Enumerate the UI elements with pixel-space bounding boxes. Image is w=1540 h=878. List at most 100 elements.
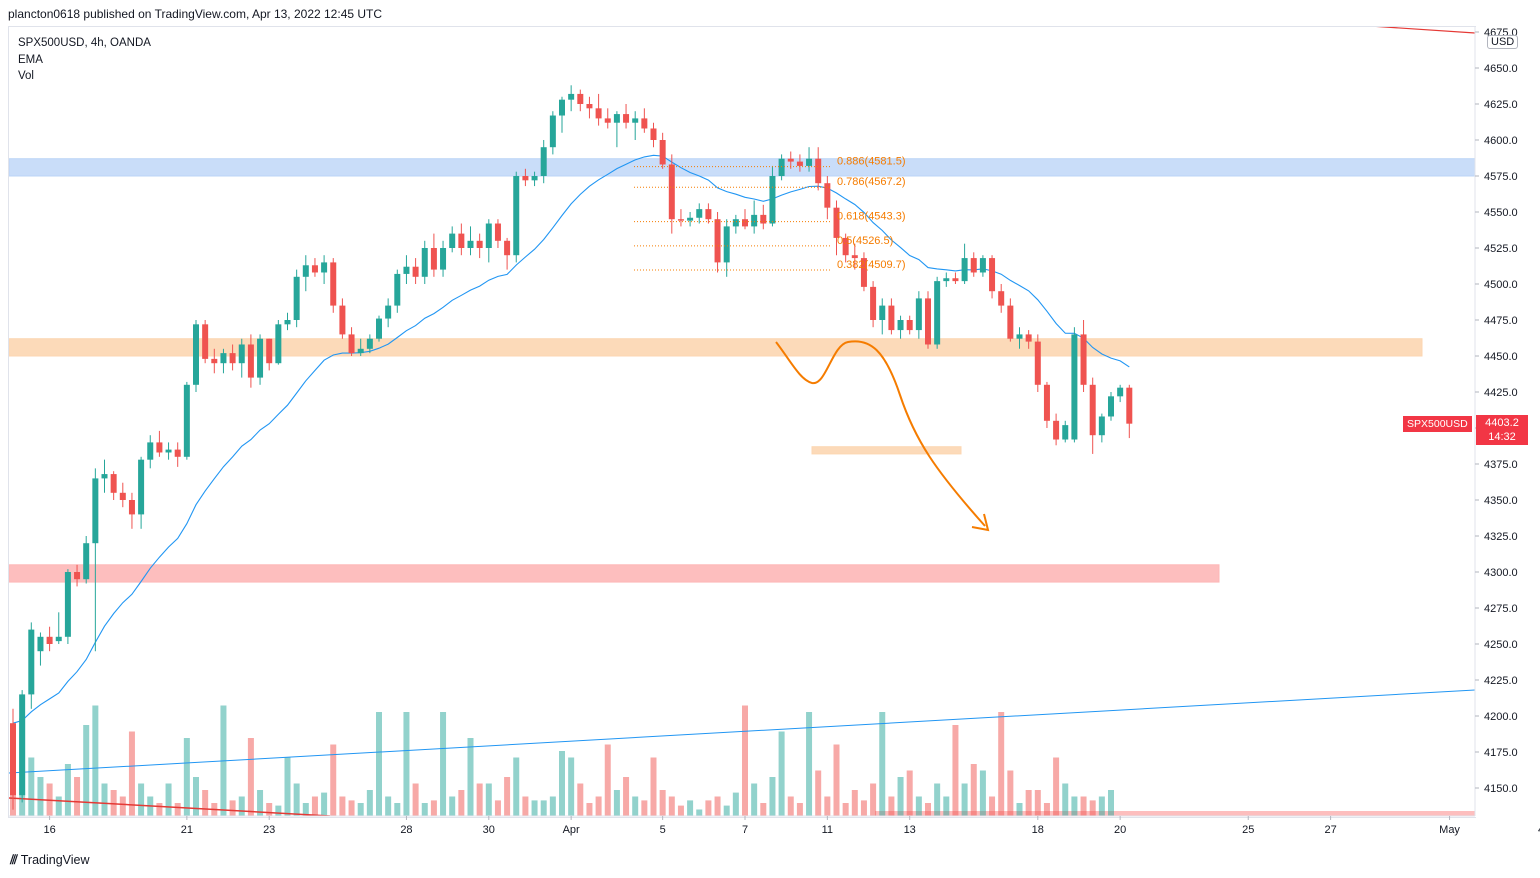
volume-bar <box>879 712 886 816</box>
volume-bar <box>366 790 373 816</box>
candle-body <box>824 183 831 208</box>
candle-body <box>202 324 209 359</box>
volume-bar <box>202 790 209 816</box>
candle-body <box>311 265 318 273</box>
candle-body <box>46 636 53 644</box>
candle-body <box>238 344 245 364</box>
volume-bar <box>531 800 538 816</box>
candle-body <box>37 636 44 652</box>
volume-bar <box>494 800 501 816</box>
candle-body <box>751 214 758 227</box>
volume-bar <box>870 783 877 816</box>
volume-bar <box>696 809 703 816</box>
volume-bar <box>586 803 593 816</box>
currency-badge[interactable]: USD <box>1487 35 1519 49</box>
candle-body <box>440 248 447 270</box>
volume-bar <box>128 731 135 816</box>
volume-bar <box>513 757 520 816</box>
candle-body <box>284 320 291 325</box>
volume-bar <box>613 790 620 816</box>
candle-body <box>879 305 886 320</box>
legend-symbol[interactable]: SPX500USD, 4h, OANDA <box>18 37 151 49</box>
volume-bar <box>476 783 483 816</box>
candle-body <box>1071 334 1078 440</box>
candle-body <box>1089 384 1096 436</box>
volume-bar <box>650 757 657 816</box>
volume-bar <box>778 731 785 816</box>
candle-body <box>659 140 666 165</box>
candle-body <box>138 459 145 515</box>
fib-label: 0.618(4543.3) <box>837 211 906 223</box>
candle-body <box>1043 384 1050 421</box>
trendline-red-lower <box>9 797 331 816</box>
volume-bar <box>275 805 282 816</box>
candle-body <box>110 474 117 493</box>
time-tick-label: 7 <box>742 824 748 836</box>
candle-body <box>650 128 657 140</box>
candle-body <box>257 338 264 378</box>
candle-body <box>1098 416 1105 436</box>
candle-body <box>806 158 813 166</box>
volume-bar <box>37 777 44 816</box>
price-tick-label: 4525.0 <box>1484 243 1518 255</box>
candle-body <box>92 478 99 544</box>
candle-body <box>174 449 181 457</box>
chart-legend: SPX500USD, 4h, OANDA EMA Vol <box>18 35 151 85</box>
tradingview-brand[interactable]: ⫻ TradingView <box>10 852 90 868</box>
candle-body <box>842 237 849 256</box>
candle-body <box>247 344 254 378</box>
price-tick-label: 4325.0 <box>1484 531 1518 543</box>
candle-body <box>979 258 986 273</box>
candle-body <box>1025 334 1032 342</box>
volume-bar <box>138 783 145 816</box>
volume-bar <box>742 705 748 816</box>
price-tick-label: 4150.0 <box>1484 783 1518 795</box>
tradingview-logo-icon: ⫻ <box>10 852 18 867</box>
volume-bar <box>897 777 904 816</box>
legend-ema[interactable]: EMA <box>18 53 43 66</box>
legend-volume[interactable]: Vol <box>18 70 34 82</box>
candle-body <box>302 265 309 277</box>
price-tick-label: 4500.0 <box>1484 279 1518 291</box>
candle-body <box>366 338 373 349</box>
candle-body <box>623 114 630 123</box>
volume-bar <box>714 796 721 816</box>
volume-bar <box>522 796 529 816</box>
candle-body <box>449 233 456 248</box>
volume-bar <box>174 803 181 816</box>
price-tick-label: 4650.0 <box>1484 63 1518 75</box>
volume-bar <box>1089 800 1096 816</box>
candle-body <box>1126 387 1133 424</box>
volume-bar <box>376 712 382 816</box>
time-tick-label: 28 <box>400 824 412 836</box>
time-tick-label: 4 <box>1538 824 1540 836</box>
plot-area: 0.886(4581.5) 0.786(4567.2) 0.618(4543.3) 0… <box>9 27 1475 816</box>
volume-bar <box>83 725 90 816</box>
candle-body <box>348 334 355 354</box>
candle-body <box>613 114 620 123</box>
fib-label: 0.382(4509.7) <box>837 259 906 271</box>
volume-bar <box>925 803 931 816</box>
volume-bar <box>668 796 675 816</box>
price-tick-label: 4475.0 <box>1484 315 1518 327</box>
volume-bar <box>485 783 492 816</box>
volume-bar <box>833 744 840 816</box>
candle-body <box>476 240 483 248</box>
volume-bar <box>385 796 392 816</box>
candle-body <box>888 305 895 331</box>
volume-bar <box>796 803 803 816</box>
candle-body <box>668 164 675 220</box>
candle-body <box>595 108 602 119</box>
candle-body <box>64 572 71 637</box>
volume-bar <box>943 796 950 816</box>
volume-bar <box>549 796 556 816</box>
volume-bar <box>247 738 254 816</box>
candle-body <box>559 99 565 116</box>
volume-bar <box>330 744 337 816</box>
volume-bar <box>989 796 996 816</box>
volume-bar <box>915 796 922 816</box>
candle-body <box>787 158 794 162</box>
candle-body <box>586 104 593 109</box>
volume-bar <box>723 805 730 816</box>
